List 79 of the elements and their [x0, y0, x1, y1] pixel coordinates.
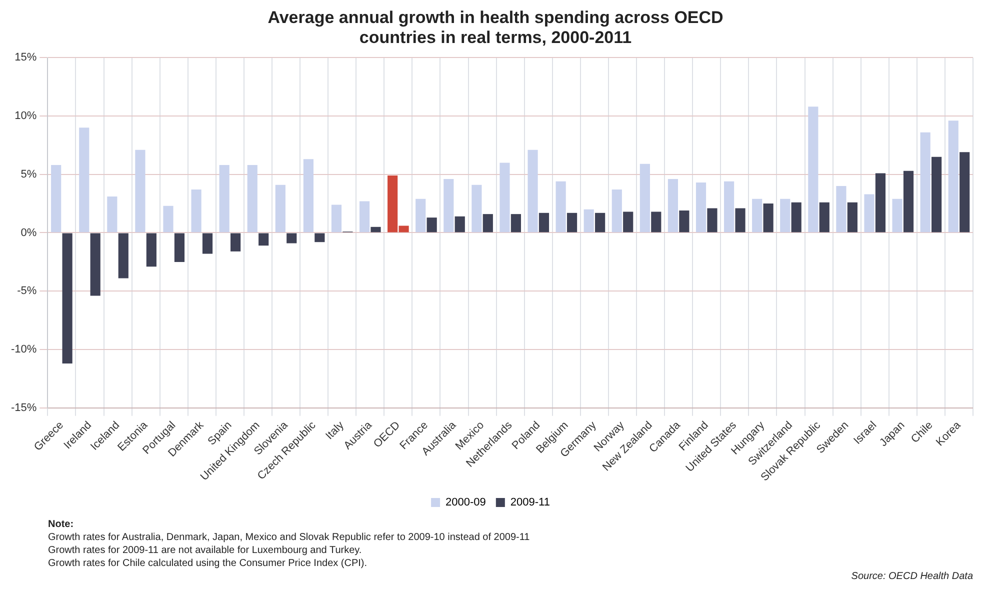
bar	[247, 165, 258, 232]
bar	[668, 179, 678, 232]
bar	[819, 202, 830, 232]
legend-label: 2009-11	[510, 496, 550, 509]
bar	[163, 206, 174, 232]
bar	[752, 198, 762, 232]
bar	[107, 196, 118, 232]
bar	[847, 202, 858, 232]
bar	[303, 159, 314, 232]
bar	[482, 214, 493, 232]
bar	[651, 212, 662, 232]
bar	[903, 170, 914, 232]
x-tick-label: Italy	[324, 418, 347, 442]
bar	[623, 212, 634, 232]
bar	[538, 212, 550, 232]
bar	[416, 198, 426, 232]
bar	[331, 204, 342, 232]
bar	[135, 150, 146, 232]
bar	[51, 165, 62, 232]
bar	[454, 216, 465, 232]
bar	[426, 218, 437, 232]
y-tick-label: -10%	[10, 344, 37, 356]
y-tick-label: 0%	[20, 226, 37, 239]
bar	[763, 204, 774, 232]
bar	[920, 132, 930, 232]
bar	[472, 184, 482, 232]
text: Growth rates for Australia, Denmark, Japan, Mexico and Slovak Republic refer to 2009-10 instead of 2009-11	[48, 531, 531, 544]
bar	[584, 209, 594, 232]
bar	[286, 233, 297, 244]
chart-title: Average annual growth in health spending across OECD countries in real terms, 2000-2011	[266, 8, 724, 48]
text: Growth rates for Chile calculated using the Consumer Price Index (CPI).	[48, 557, 368, 570]
bar	[444, 179, 454, 232]
text: Growth rates for 2009-11 are not available for Luxembourg and Turkey.	[48, 544, 363, 557]
bar	[808, 106, 818, 232]
bar	[780, 198, 790, 232]
bar	[174, 233, 185, 262]
y-tick-label: 5%	[20, 168, 37, 180]
bar	[90, 233, 100, 296]
y-tick-label: -15%	[10, 402, 37, 414]
bar	[275, 184, 286, 232]
bar	[948, 120, 958, 232]
bar	[359, 201, 370, 232]
source-note: Source: OECD Health Data	[850, 570, 974, 583]
bar	[595, 212, 606, 232]
bar	[679, 210, 690, 232]
bar	[314, 233, 325, 242]
bar	[735, 208, 746, 232]
bar	[566, 212, 578, 232]
bar	[146, 233, 156, 267]
bar	[118, 233, 128, 278]
bar	[892, 198, 902, 232]
bar	[528, 150, 538, 232]
bar	[191, 190, 202, 232]
y-tick-label: 10%	[14, 110, 37, 122]
y-tick-label: -5%	[17, 285, 37, 298]
bar	[612, 190, 622, 232]
legend-label: 2000-09	[446, 496, 486, 509]
bar	[724, 181, 734, 232]
text: Note:	[48, 518, 75, 531]
bar	[79, 128, 90, 232]
bar	[875, 173, 886, 232]
bar	[556, 181, 566, 232]
bar	[500, 162, 510, 232]
bar	[510, 214, 521, 232]
bar	[932, 156, 942, 232]
bar	[791, 202, 802, 232]
bar	[230, 233, 241, 252]
bar	[960, 152, 970, 232]
bar	[836, 186, 846, 232]
y-tick-label: 15%	[14, 52, 37, 64]
bar	[707, 208, 718, 232]
bar	[62, 233, 72, 364]
bar	[864, 194, 874, 232]
bar	[202, 233, 213, 254]
bar	[696, 182, 706, 232]
bar	[640, 164, 650, 232]
bar	[258, 233, 269, 246]
bar	[219, 165, 230, 232]
bar	[370, 226, 381, 232]
